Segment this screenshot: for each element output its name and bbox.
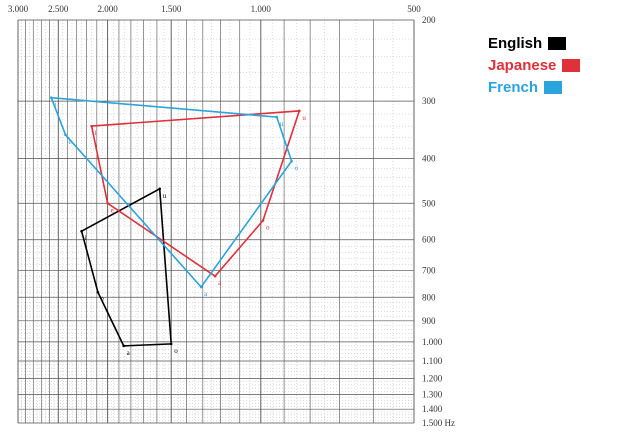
y-tick-label: 1.300 <box>422 389 443 399</box>
y-axis-ticks: 200 300 400 500 600 700 800 900 1.000 1.100 1.200 1… <box>422 15 455 428</box>
x-tick-label: 1.500 <box>161 4 182 14</box>
legend: English Japanese French <box>488 32 618 98</box>
vowel-label: a <box>218 279 222 287</box>
data-point <box>122 344 125 348</box>
vowel-label: o <box>295 164 299 172</box>
y-tick-label: 400 <box>422 154 436 164</box>
y-tick-label: 1.000 <box>422 337 443 347</box>
y-tick-label: 200 <box>422 15 436 25</box>
legend-item-english: English <box>488 32 618 54</box>
legend-swatch <box>544 80 563 94</box>
legend-label: English <box>488 34 543 52</box>
vowel-label: o <box>266 224 270 232</box>
data-point <box>169 342 173 346</box>
legend-swatch <box>548 36 567 50</box>
legend-label: Japanese <box>488 56 557 74</box>
x-axis-ticks: 3.000 2.500 2.000 1.500 1.000 500 <box>8 4 421 14</box>
vowel-label: e <box>111 206 114 214</box>
x-tick-label: 3.000 <box>8 4 29 14</box>
series-french-polygon <box>50 96 293 289</box>
series-layer: i u o a e i u o a e i u o a e <box>50 96 306 357</box>
vowel-label: u <box>280 120 284 128</box>
data-point <box>64 133 67 137</box>
y-tick-label: 1.400 <box>422 404 443 414</box>
y-tick-label: 700 <box>422 266 436 276</box>
data-point <box>298 109 301 113</box>
x-tick-label: 1.000 <box>251 4 272 14</box>
data-point <box>261 219 265 222</box>
data-point <box>50 96 53 100</box>
y-tick-label: 300 <box>422 96 436 106</box>
legend-item-french: French <box>488 76 618 98</box>
data-point <box>106 201 109 205</box>
data-point <box>213 274 217 278</box>
y-tick-label: 1.500 Hz <box>422 418 455 428</box>
vowel-label: i <box>54 101 56 109</box>
vowel-label: a <box>127 349 131 357</box>
series-japanese-polygon <box>90 110 301 278</box>
legend-item-japanese: Japanese <box>488 54 618 76</box>
grid-major <box>17 19 415 424</box>
data-point <box>275 115 279 119</box>
data-point <box>80 229 83 233</box>
y-tick-label: 500 <box>422 198 436 208</box>
y-tick-label: 1.100 <box>422 356 443 366</box>
vowel-label: a <box>204 290 208 298</box>
data-point <box>90 124 93 128</box>
vowel-label: u <box>163 192 167 200</box>
y-tick-label: 800 <box>422 292 436 302</box>
y-tick-label: 900 <box>422 316 436 326</box>
x-tick-label: 500 <box>407 4 421 14</box>
vowel-label: o <box>174 347 178 355</box>
vowel-label: i <box>95 129 97 137</box>
y-tick-label: 1.200 <box>422 373 443 383</box>
legend-label: French <box>488 78 539 96</box>
vowel-label: i <box>85 234 87 242</box>
vowel-label: e <box>101 295 104 303</box>
y-tick-label: 600 <box>422 235 436 245</box>
data-point <box>96 290 100 294</box>
data-point <box>199 285 203 289</box>
x-tick-label: 2.500 <box>48 4 69 14</box>
x-tick-label: 2.000 <box>97 4 118 14</box>
series-english-polygon <box>80 187 173 347</box>
data-point <box>158 187 162 191</box>
vowel-label: u <box>302 114 306 122</box>
legend-swatch <box>562 58 581 72</box>
vowel-label: e <box>68 138 71 146</box>
data-point <box>290 159 293 163</box>
